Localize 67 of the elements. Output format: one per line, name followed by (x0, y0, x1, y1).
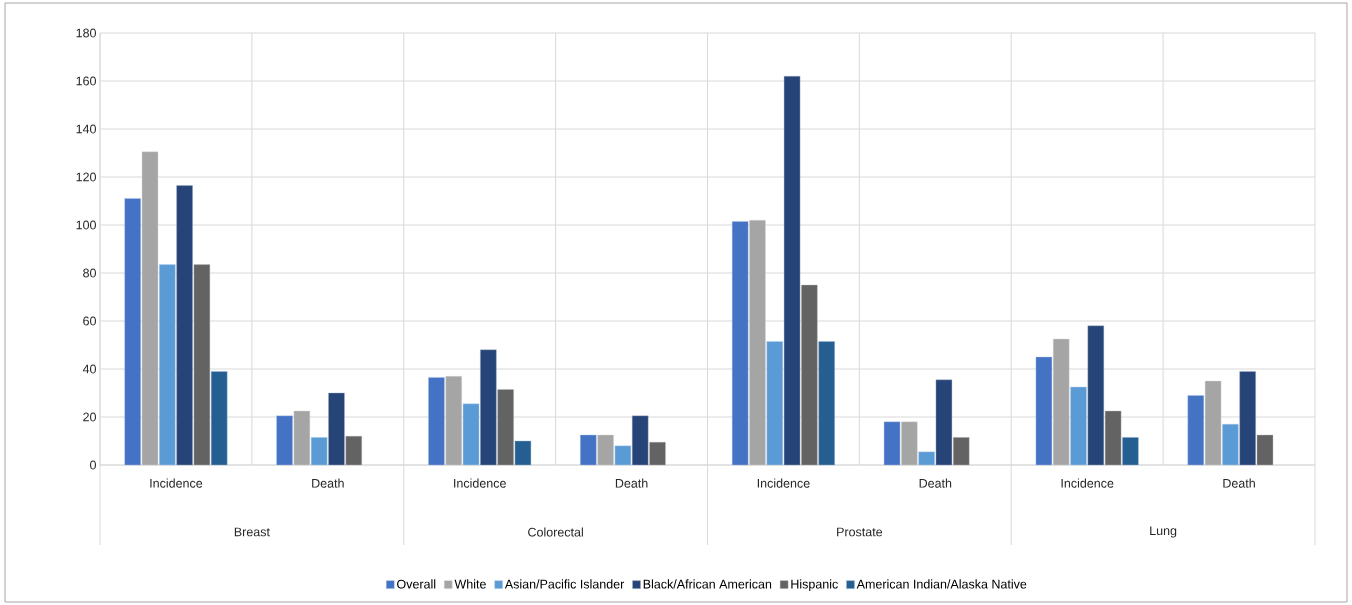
legend-label: Hispanic (791, 579, 838, 591)
y-tick-label: 20 (83, 412, 96, 422)
y-tick-label: 120 (76, 172, 96, 182)
text: Colorectal (528, 527, 583, 537)
bar (649, 441, 666, 466)
bar (580, 434, 597, 466)
bar (428, 377, 445, 466)
bar (818, 341, 835, 466)
x-tick-label: Incidence (1061, 478, 1114, 488)
text: Prostate (837, 527, 883, 537)
legend-label: American Indian/Alaska Native (856, 579, 1027, 589)
bar (276, 415, 293, 466)
bar (1104, 410, 1122, 466)
bar (211, 371, 228, 466)
legend-label: Asian/Pacific Islander (504, 579, 625, 589)
legend-label: Overall (397, 579, 436, 589)
bar (901, 421, 918, 466)
legend-label: Black/African American (643, 579, 772, 589)
x-tick-label: Incidence (454, 478, 506, 488)
bar (953, 437, 970, 466)
bar (1256, 434, 1274, 466)
y-tick-label: 100 (76, 220, 96, 230)
bar (883, 421, 901, 466)
y-tick-label: 0 (90, 460, 96, 470)
bar (1070, 386, 1087, 466)
bar (1035, 356, 1053, 466)
bar (1187, 395, 1204, 466)
bar (1239, 371, 1256, 466)
bar (614, 445, 632, 466)
bar (918, 451, 935, 466)
x-tick-label: Incidence (150, 478, 203, 488)
bar (193, 264, 211, 466)
bar (514, 440, 532, 466)
bar (462, 403, 480, 466)
y-tick-label: 180 (76, 28, 96, 38)
bar (124, 198, 141, 466)
bar (445, 375, 462, 466)
bar (1122, 437, 1139, 466)
bar (310, 437, 328, 466)
bar (597, 434, 614, 466)
x-tick-label: Death (919, 478, 952, 488)
x-tick-label: Death (615, 478, 648, 488)
bar (731, 221, 749, 466)
y-tick-label: 80 (83, 268, 96, 278)
y-tick-label: 40 (82, 364, 96, 374)
text: Breast (234, 527, 270, 537)
x-tick-label: Death (1223, 478, 1255, 488)
bar (766, 341, 783, 466)
bar (328, 392, 345, 466)
y-tick-label: 140 (76, 124, 96, 134)
x-tick-label: Incidence (757, 478, 810, 488)
bar (935, 379, 953, 466)
bar (480, 349, 497, 466)
y-tick-label: 160 (76, 76, 96, 86)
bar (632, 415, 649, 466)
bar (1087, 325, 1105, 466)
y-tick-label: 60 (83, 316, 96, 326)
bar (1222, 423, 1239, 466)
x-tick-label: Death (312, 478, 344, 488)
legend-label: White (454, 579, 486, 589)
bar (801, 284, 818, 466)
bar (345, 435, 362, 466)
text: Lung (1150, 526, 1177, 538)
bar (159, 264, 176, 466)
bar (497, 389, 514, 466)
bar (783, 75, 801, 466)
bar (176, 185, 193, 466)
